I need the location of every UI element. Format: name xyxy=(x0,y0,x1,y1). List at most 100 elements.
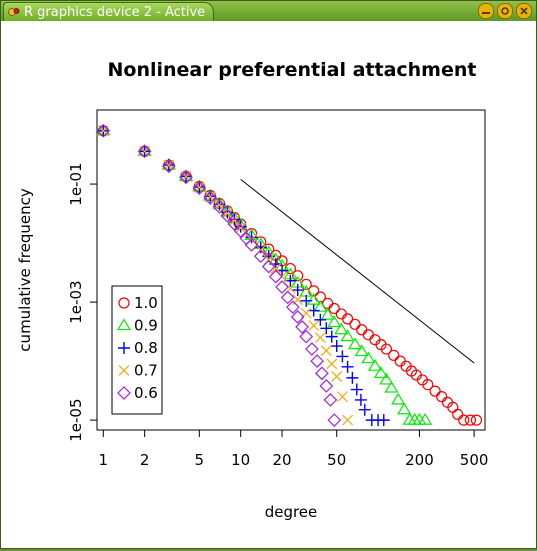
x-tick-label: 5 xyxy=(195,451,205,469)
data-point xyxy=(397,402,412,415)
data-point xyxy=(286,300,300,315)
window-title: R graphics device 2 - Active xyxy=(24,4,206,20)
data-point xyxy=(179,170,193,185)
legend-marker xyxy=(116,318,132,331)
data-point xyxy=(429,385,441,397)
data-point xyxy=(314,313,327,326)
data-point xyxy=(268,269,283,284)
data-point xyxy=(254,241,267,254)
data-point xyxy=(336,391,348,403)
data-point xyxy=(356,324,368,336)
data-point xyxy=(295,320,309,334)
data-point xyxy=(377,414,390,427)
legend-label: 0.7 xyxy=(134,362,158,380)
legend-label: 0.6 xyxy=(134,384,158,402)
chart-title: Nonlinear preferential attachment xyxy=(108,59,477,81)
data-point xyxy=(452,408,464,420)
data-point xyxy=(422,378,434,391)
data-point xyxy=(280,290,295,305)
data-point xyxy=(336,350,349,363)
data-point xyxy=(300,294,313,307)
data-point xyxy=(349,318,361,330)
data-point xyxy=(305,342,319,356)
data-point xyxy=(341,360,354,373)
data-point xyxy=(464,414,477,426)
data-point xyxy=(334,322,349,335)
reference-line-group xyxy=(240,179,475,364)
data-point xyxy=(380,343,393,355)
data-point xyxy=(340,329,355,342)
data-point xyxy=(458,414,470,426)
legend-label: 0.8 xyxy=(134,339,158,357)
y-tick-label: 1e-05 xyxy=(67,398,85,441)
data-point xyxy=(379,372,394,385)
data-point xyxy=(244,238,259,252)
data-point xyxy=(275,280,289,294)
data-point xyxy=(270,263,282,274)
legend-box xyxy=(111,285,163,415)
x-tick-label: 50 xyxy=(327,451,346,469)
legend-marker xyxy=(118,365,130,376)
data-point xyxy=(394,355,406,367)
window-controls xyxy=(478,3,532,19)
data-point xyxy=(292,270,304,282)
data-point xyxy=(342,414,354,426)
data-point xyxy=(327,315,342,328)
minimize-button[interactable] xyxy=(478,3,494,19)
data-point xyxy=(470,414,483,426)
data-point xyxy=(261,259,276,274)
data-point xyxy=(320,308,335,320)
data-point xyxy=(327,413,342,427)
data-point xyxy=(306,292,321,305)
data-point xyxy=(315,366,329,381)
data-points xyxy=(96,123,483,427)
data-point xyxy=(235,222,247,234)
data-point xyxy=(367,359,383,371)
data-point xyxy=(328,302,340,315)
data-point xyxy=(388,349,400,361)
close-button[interactable] xyxy=(516,3,532,19)
y-tick-label: 1e-01 xyxy=(67,162,85,205)
x-tick-label: 2 xyxy=(140,451,150,469)
title-tab[interactable]: R graphics device 2 - Active xyxy=(3,2,215,21)
data-point xyxy=(203,191,218,205)
window-titlebar[interactable]: R graphics device 2 - Active xyxy=(1,1,536,21)
data-point xyxy=(331,371,343,382)
data-point xyxy=(320,345,332,357)
data-point xyxy=(320,322,333,335)
x-tick-label: 20 xyxy=(272,451,291,469)
data-point xyxy=(291,284,304,297)
data-point xyxy=(354,393,367,406)
legend-marker xyxy=(118,342,130,354)
legend-label: 1.0 xyxy=(134,294,158,312)
data-point xyxy=(362,329,374,341)
data-point xyxy=(354,344,369,357)
data-point xyxy=(348,337,363,350)
x-tick-label: 500 xyxy=(460,451,489,469)
plot-frame xyxy=(96,109,486,431)
data-point xyxy=(96,123,111,138)
data-point xyxy=(346,371,359,384)
data-point xyxy=(310,354,324,368)
data-point xyxy=(342,313,354,325)
series-0-6 xyxy=(96,123,342,427)
data-point xyxy=(330,340,343,353)
data-point xyxy=(313,300,328,312)
maximize-button[interactable] xyxy=(497,3,513,19)
data-point xyxy=(361,351,376,364)
data-point xyxy=(308,320,320,332)
data-point xyxy=(314,332,326,344)
x-tick-label: 10 xyxy=(231,451,250,469)
legend-marker xyxy=(117,386,131,400)
legend-label: 0.9 xyxy=(134,317,158,335)
data-point xyxy=(284,262,296,275)
x-tick-label: 200 xyxy=(405,451,434,469)
minimize-icon xyxy=(482,12,490,14)
data-point xyxy=(212,200,227,214)
data-point xyxy=(253,249,268,264)
data-point xyxy=(234,220,247,233)
plot-area: Nonlinear preferential attachment 1 2 5 10 2… xyxy=(2,22,535,547)
data-point xyxy=(323,393,338,407)
data-point xyxy=(436,391,448,403)
